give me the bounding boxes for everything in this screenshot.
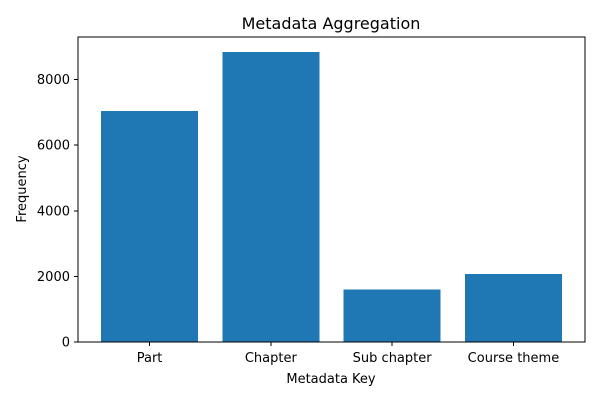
chart-title: Metadata Aggregation [242,14,421,33]
bar-part [101,110,199,343]
x-axis-label: Metadata Key [286,372,376,387]
y-tick-label: 4000 [37,204,70,219]
y-axis-ticks: 0 2000 4000 6000 8000 [37,73,78,351]
y-tick-label: 8000 [37,73,70,88]
x-tick-label: Part [137,351,163,366]
y-tick-label: 2000 [37,270,70,285]
bar-sub-chapter [343,289,441,342]
x-tick-label: Chapter [245,351,298,366]
bar-chapter [222,51,320,343]
bar-course-theme [464,273,562,342]
y-tick-label: 6000 [37,139,70,154]
plot-frame [77,36,586,343]
y-axis-label: Frequency [15,155,30,222]
y-tick-label: 0 [62,336,70,351]
x-tick-label: Sub chapter [353,351,433,366]
bars-group [101,51,562,343]
x-axis-ticks: Part Chapter Sub chapter Course theme [137,342,559,366]
x-tick-label: Course theme [468,351,560,366]
